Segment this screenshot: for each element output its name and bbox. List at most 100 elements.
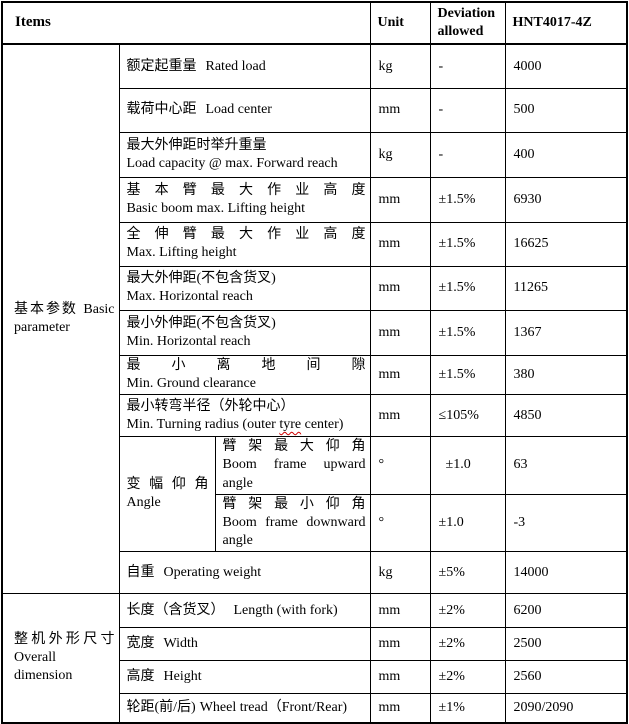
- value-cell: 2560: [504, 660, 628, 695]
- unit-cell: kg: [369, 131, 431, 178]
- table-row-load-center: 载荷中心距 Load center mm - 500: [2, 87, 628, 133]
- item-en: Boom frame downward angle: [222, 515, 366, 549]
- item-zh: 自重: [126, 564, 155, 580]
- group-zh: 整机外形尺寸: [14, 631, 115, 647]
- unit-cell: kg: [369, 551, 431, 595]
- group-en: Overall dimension: [14, 650, 73, 684]
- deviation-cell: ±1.0: [429, 493, 506, 553]
- item-en: Boom frame upward angle: [222, 457, 366, 491]
- item-zh: 最大外伸距(不包含货叉): [126, 271, 276, 287]
- table-row-turning-radius: 最小转弯半径（外轮中心） Min. Turning radius (outer …: [2, 394, 628, 438]
- table-row-length: 整机外形尺寸 Overall dimension 长度（含货叉） Length (…: [1, 593, 628, 724]
- table-row-boom-upward-angle: 变幅仰角 Angle 臂架最大仰角 Boom frame upward angle…: [2, 436, 628, 553]
- value-cell: 1367: [504, 309, 628, 356]
- item-cell: 载荷中心距 Load center: [118, 87, 371, 133]
- item-cell: 最小离地间隙 Min. Ground clearance: [118, 354, 371, 396]
- table-row-rated-load: 基本参数 Basic parameter 额定起重量 Rated load kg …: [1, 43, 628, 595]
- deviation-cell: ±5%: [429, 551, 506, 595]
- item-en: Basic boom max. Lifting height: [126, 200, 305, 216]
- item-cell: 长度（含货叉） Length (with fork): [118, 593, 371, 629]
- value-cell: 14000: [504, 551, 628, 595]
- value-cell: 400: [504, 131, 628, 178]
- unit-cell: mm: [369, 309, 431, 356]
- value-cell: 380: [504, 354, 628, 396]
- item-en: Min. Ground clearance: [126, 376, 256, 392]
- item-cell: 最大外伸距时举升重量 Load capacity @ max. Forward r…: [118, 131, 371, 178]
- item-zh: 最小离地间隙: [126, 357, 366, 373]
- deviation-cell: ±1.5%: [429, 176, 506, 223]
- unit-cell: mm: [369, 87, 431, 133]
- header-model: HNT4017-4Z: [504, 1, 628, 46]
- deviation-cell: ±1.5%: [429, 265, 506, 311]
- item-zh: 长度（含货叉）: [126, 602, 225, 618]
- unit-cell: mm: [369, 394, 431, 438]
- table-row-width: 宽度 Width mm ±2% 2500: [2, 627, 628, 662]
- deviation-cell: -: [429, 87, 506, 133]
- item-zh: 臂架最小仰角: [222, 496, 366, 512]
- value-cell: 6200: [504, 593, 628, 629]
- value-cell: 6930: [504, 176, 628, 223]
- deviation-cell: ±1%: [429, 693, 506, 724]
- table-row-operating-weight: 自重 Operating weight kg ±5% 14000: [2, 551, 628, 595]
- unit-cell: mm: [369, 354, 431, 396]
- value-cell: 2090/2090: [504, 693, 628, 724]
- header-unit: Unit: [369, 1, 431, 46]
- unit-cell: mm: [369, 693, 431, 724]
- deviation-cell: ≤105%: [429, 394, 506, 438]
- item-zh: 高度: [126, 669, 155, 685]
- deviation-cell: ±2%: [429, 593, 506, 629]
- value-cell: -3: [504, 493, 628, 553]
- item-en: Rated load: [205, 58, 266, 74]
- item-zh: 最小转弯半径（外轮中心）: [126, 398, 295, 414]
- table-row-max-lifting-height: 全伸臂最大作业高度 Max. Lifting height mm ±1.5% 16…: [2, 221, 628, 267]
- item-cell: 最小转弯半径（外轮中心） Min. Turning radius (outer …: [118, 394, 371, 438]
- table-row-max-horizontal-reach: 最大外伸距(不包含货叉) Max. Horizontal reach mm ±1.…: [2, 265, 628, 311]
- unit-cell: mm: [369, 176, 431, 223]
- table-row-height: 高度 Height mm ±2% 2560: [2, 660, 628, 695]
- unit-cell: °: [369, 493, 431, 553]
- unit-cell: mm: [369, 660, 431, 695]
- item-zh: 最大外伸距时举升重量: [126, 137, 267, 153]
- item-cell: 臂架最小仰角 Boom frame downward angle: [214, 493, 371, 553]
- value-cell: 2500: [504, 627, 628, 662]
- unit-cell: mm: [369, 593, 431, 629]
- deviation-cell: -: [429, 43, 506, 89]
- group-cell-overall-dimension: 整机外形尺寸 Overall dimension: [1, 593, 120, 724]
- table-row-ground-clearance: 最小离地间隙 Min. Ground clearance mm ±1.5% 380: [2, 354, 628, 396]
- deviation-cell: ±1.5%: [429, 309, 506, 356]
- item-cell: 宽度 Width: [118, 627, 371, 662]
- item-en: Min. Horizontal reach: [126, 333, 251, 349]
- item-cell: 基本臂最大作业高度 Basic boom max. Lifting height: [118, 176, 371, 223]
- deviation-cell: ±2%: [429, 660, 506, 695]
- value-cell: 16625: [504, 221, 628, 267]
- unit-cell: mm: [369, 627, 431, 662]
- item-en: Max. Lifting height: [126, 245, 237, 261]
- item-en: Max. Horizontal reach: [126, 289, 253, 305]
- item-en-text: Min. Turning radius (outer: [126, 416, 280, 432]
- deviation-cell: ±1.5%: [429, 354, 506, 396]
- header-items: Items: [1, 1, 371, 46]
- unit-cell: kg: [369, 43, 431, 89]
- item-en: Length (with fork): [233, 602, 338, 618]
- header-deviation: Deviation allowed: [429, 1, 506, 46]
- deviation-cell: -: [429, 131, 506, 178]
- deviation-cell: ±1.5%: [429, 221, 506, 267]
- item-cell: 额定起重量 Rated load: [118, 43, 371, 89]
- item-en-text: center): [301, 416, 344, 432]
- value-cell: 4000: [504, 43, 628, 89]
- misspelled-word: tyre: [279, 416, 302, 432]
- deviation-cell: ±2%: [429, 627, 506, 662]
- item-cell: 高度 Height: [118, 660, 371, 695]
- unit-cell: mm: [369, 221, 431, 267]
- unit-cell: mm: [369, 265, 431, 311]
- item-cell: 最小外伸距(不包含货叉) Min. Horizontal reach: [118, 309, 371, 356]
- item-zh: 全伸臂最大作业高度: [126, 227, 366, 243]
- group-en: Basic parameter: [14, 302, 115, 336]
- item-zh: 最小外伸距(不包含货叉): [126, 315, 276, 331]
- table-row-basic-boom-height: 基本臂最大作业高度 Basic boom max. Lifting height …: [2, 176, 628, 223]
- item-cell: 全伸臂最大作业高度 Max. Lifting height: [118, 221, 371, 267]
- item-cell: 臂架最大仰角 Boom frame upward angle: [214, 436, 371, 495]
- group-zh: 基本参数: [14, 302, 78, 318]
